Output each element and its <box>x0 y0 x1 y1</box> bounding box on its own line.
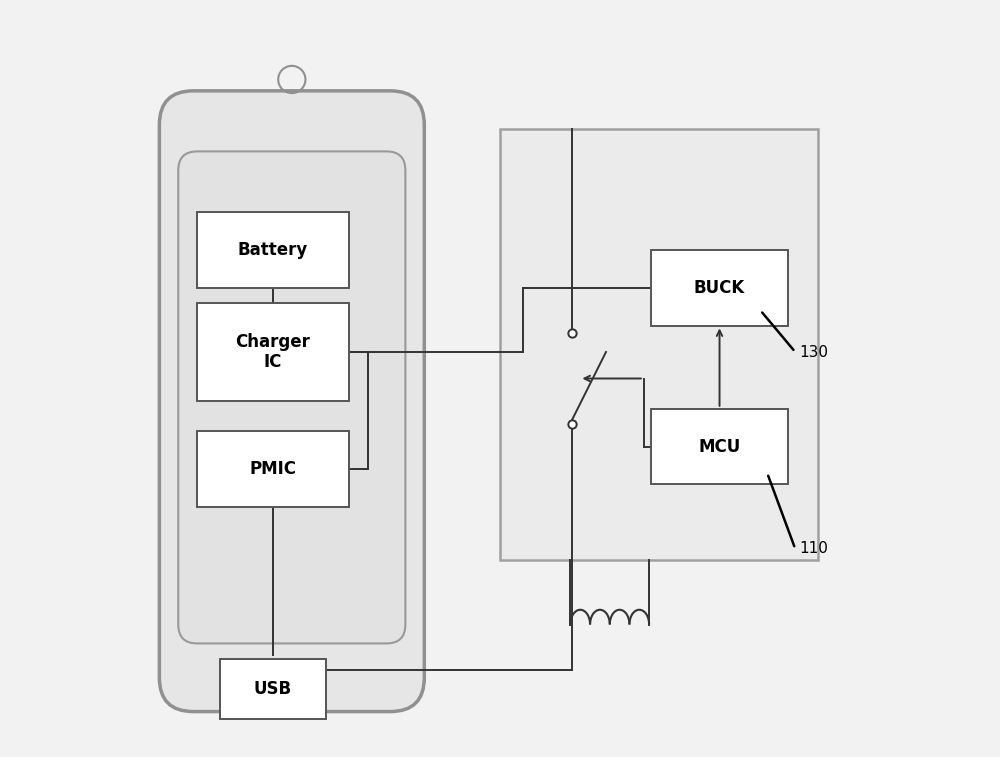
Text: MCU: MCU <box>698 438 741 456</box>
FancyBboxPatch shape <box>159 91 424 712</box>
Bar <box>197 303 349 401</box>
Text: Battery: Battery <box>238 241 308 259</box>
Text: USB: USB <box>254 680 292 698</box>
Bar <box>197 431 349 507</box>
Text: 110: 110 <box>799 541 828 556</box>
Bar <box>220 659 326 719</box>
Text: Charger
IC: Charger IC <box>235 332 310 372</box>
Bar <box>651 409 788 484</box>
Text: PMIC: PMIC <box>249 460 296 478</box>
Bar <box>500 129 818 560</box>
FancyBboxPatch shape <box>178 151 405 643</box>
Text: 130: 130 <box>799 344 828 360</box>
Text: BUCK: BUCK <box>694 279 745 297</box>
Bar <box>651 250 788 326</box>
Bar <box>197 212 349 288</box>
